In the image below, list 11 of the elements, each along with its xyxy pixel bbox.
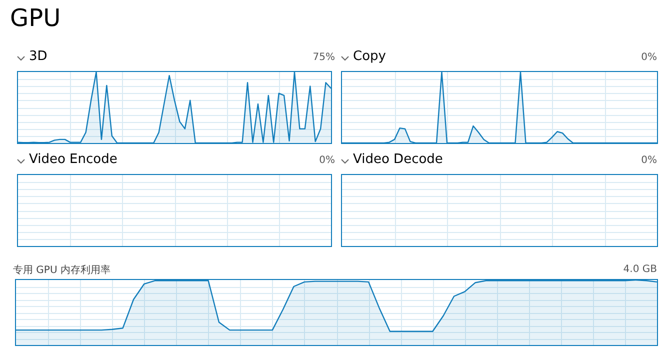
- text: 0%: [641, 155, 657, 166]
- chart-title: Copy: [353, 49, 386, 64]
- chart-title: 3D: [29, 49, 48, 64]
- text: 0%: [319, 155, 335, 166]
- text: GPU: [10, 4, 61, 32]
- text: Video Encode: [29, 152, 118, 167]
- text: 4.0 GB: [623, 264, 657, 275]
- text: 0%: [641, 52, 657, 63]
- text: 75%: [312, 52, 335, 63]
- chart-title: 专用 GPU 内存利用率: [13, 264, 110, 277]
- text: Video Decode: [353, 152, 443, 167]
